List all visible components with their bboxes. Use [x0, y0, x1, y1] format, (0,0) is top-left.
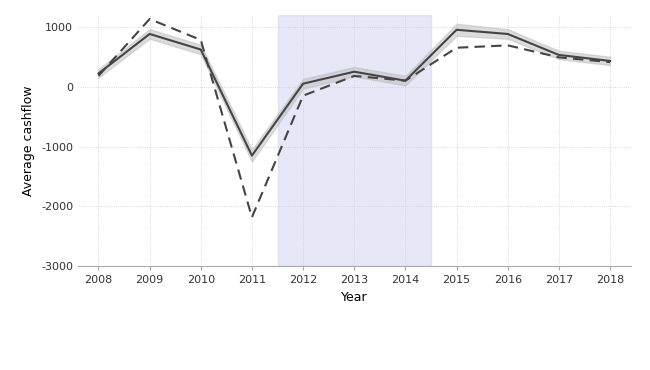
High exposed — [248, 215, 256, 219]
High exposed — [452, 46, 460, 50]
Low exposed — [197, 47, 205, 52]
Low exposed — [299, 81, 307, 86]
Low exposed — [94, 71, 102, 76]
High exposed — [146, 17, 153, 21]
Low exposed — [248, 153, 256, 158]
Low exposed — [504, 32, 512, 36]
Low exposed — [350, 70, 358, 74]
Bar — [278, 15, 431, 266]
Low exposed — [452, 27, 460, 32]
Low exposed — [402, 78, 410, 83]
High exposed — [350, 74, 358, 78]
Y-axis label: Average cashflow: Average cashflow — [23, 85, 36, 196]
Legend: Low exposed, High exposed: Low exposed, High exposed — [218, 368, 490, 370]
Low exposed — [606, 59, 614, 63]
Low exposed — [146, 32, 153, 36]
Line: High exposed: High exposed — [98, 19, 610, 217]
High exposed — [555, 55, 563, 60]
High exposed — [94, 74, 102, 78]
X-axis label: Year: Year — [341, 291, 367, 304]
High exposed — [197, 38, 205, 42]
High exposed — [504, 43, 512, 48]
High exposed — [402, 78, 410, 83]
High exposed — [299, 94, 307, 98]
Line: Low exposed: Low exposed — [98, 30, 610, 155]
High exposed — [606, 60, 614, 64]
Low exposed — [555, 53, 563, 57]
